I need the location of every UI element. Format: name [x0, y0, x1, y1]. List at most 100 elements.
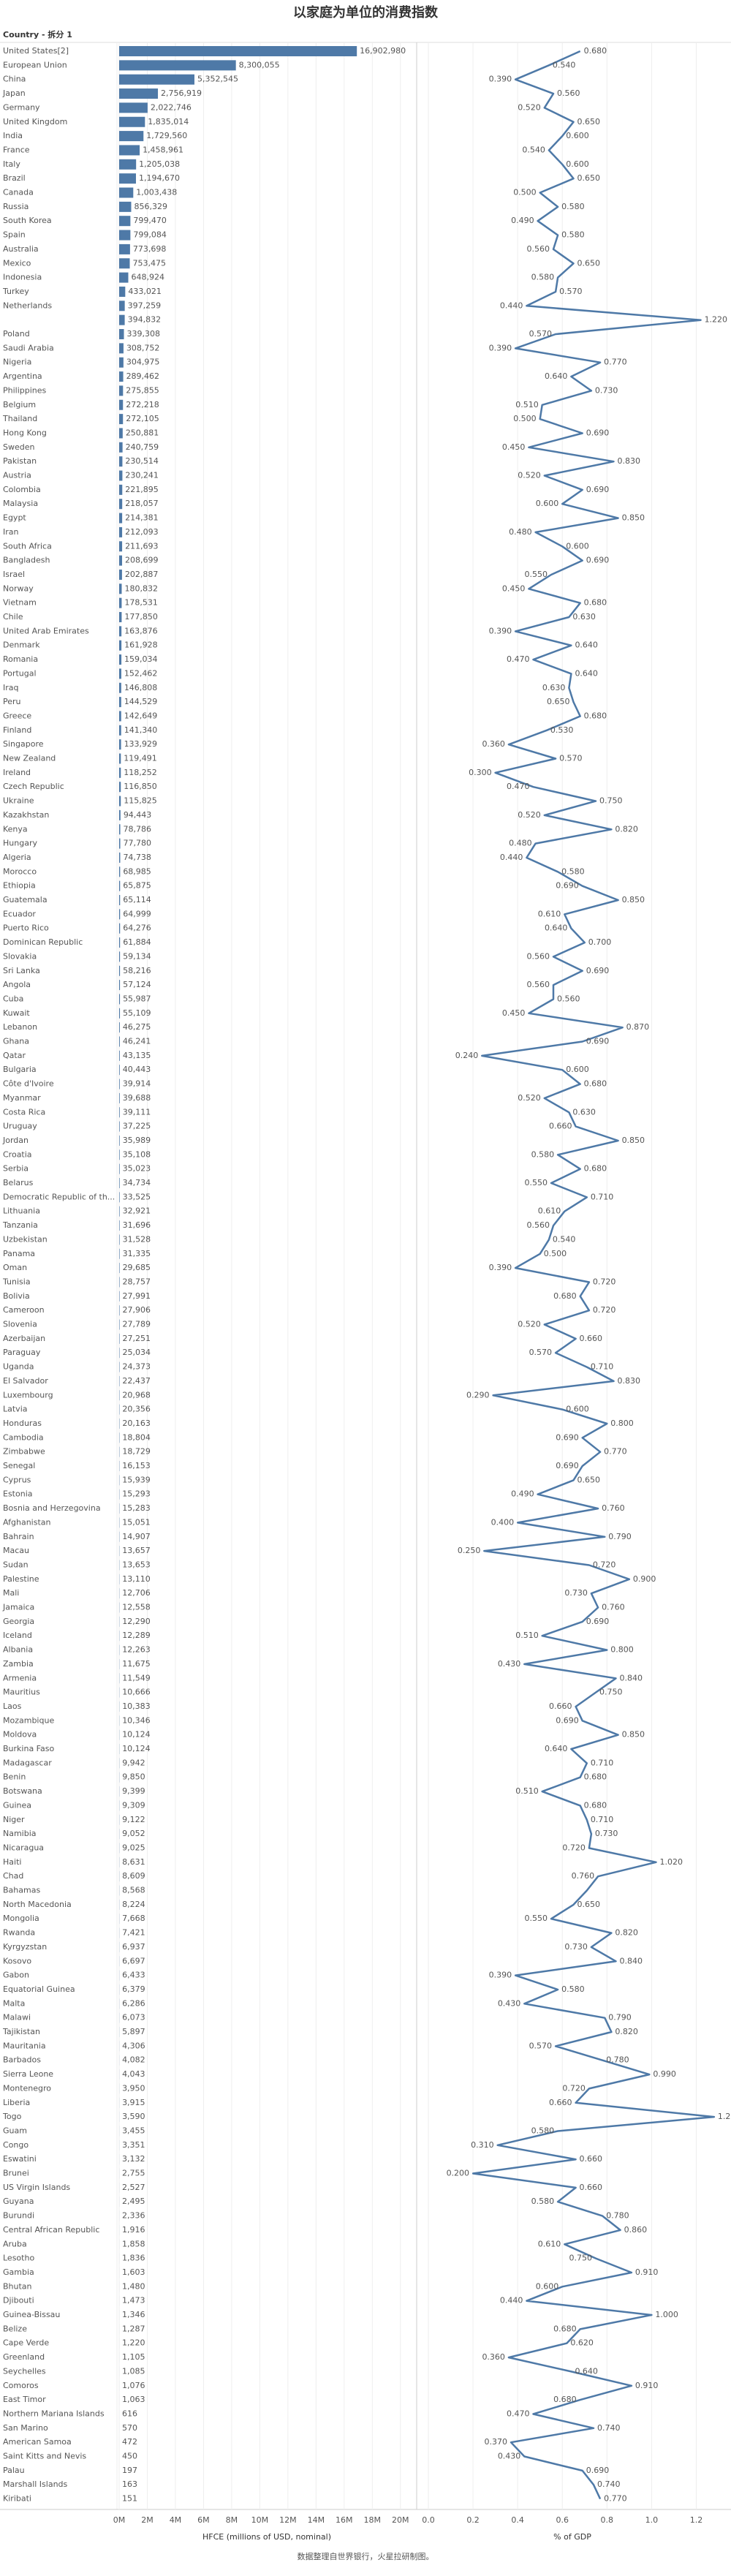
value-label: 0.430 — [498, 1998, 521, 2008]
value-label: 0.440 — [500, 853, 523, 862]
value-label: 37,225 — [123, 1122, 151, 1131]
category-label: Afghanistan — [3, 1517, 51, 1527]
category-label: Myanmar — [3, 1093, 41, 1103]
category-label: Jordan — [2, 1136, 29, 1145]
value-label: 0.770 — [604, 358, 627, 367]
value-label: 433,021 — [128, 287, 162, 296]
category-label: Togo — [2, 2112, 22, 2121]
category-label: United States[2] — [3, 46, 69, 56]
value-label: 0.720 — [593, 1305, 616, 1315]
bar — [119, 102, 148, 113]
x-tick-label: 20M — [392, 2515, 409, 2525]
category-label: American Samoa — [3, 2437, 72, 2447]
category-label: Malta — [3, 1998, 25, 2008]
category-label: Chile — [3, 612, 23, 622]
category-label: Lebanon — [3, 1022, 37, 1032]
category-label: Kosovo — [3, 1956, 31, 1965]
value-label: 78,786 — [124, 824, 152, 834]
bar — [119, 654, 121, 665]
value-label: 0.720 — [562, 2083, 586, 2093]
value-label: 212,093 — [125, 527, 159, 537]
value-label: 12,558 — [122, 1603, 151, 1612]
category-label: South Korea — [3, 216, 52, 225]
value-label: 27,906 — [123, 1305, 151, 1315]
bar — [119, 1051, 120, 1061]
value-label: 0.520 — [518, 102, 541, 112]
category-label: Sierra Leone — [3, 2069, 53, 2079]
value-label: 28,757 — [123, 1277, 151, 1286]
bar — [119, 315, 125, 325]
category-label: Guinea — [3, 1800, 31, 1810]
category-label: Bangladesh — [3, 556, 50, 565]
value-label: 6,697 — [122, 1956, 145, 1965]
bar — [119, 385, 123, 396]
value-label: 1,105 — [122, 2352, 145, 2362]
value-label: 0.690 — [556, 1715, 579, 1725]
value-label: 3,590 — [122, 2112, 145, 2121]
category-label: Azerbaijan — [3, 1334, 45, 1343]
x-tick-label: 12M — [279, 2515, 297, 2525]
value-label: 1,205,038 — [139, 159, 180, 169]
category-label: Greece — [3, 711, 31, 720]
value-label: 12,706 — [122, 1588, 151, 1598]
category-label: Panama — [3, 1249, 35, 1258]
value-label: 29,685 — [123, 1263, 151, 1272]
value-label: 1,473 — [122, 2296, 145, 2305]
bar — [119, 1249, 120, 1259]
bar — [119, 966, 120, 976]
value-label: 773,698 — [133, 244, 167, 254]
value-label: 0.390 — [489, 1971, 512, 1980]
value-label: 0.640 — [545, 1744, 568, 1753]
value-label: 0.760 — [602, 1603, 625, 1612]
category-label: Bolivia — [3, 1291, 30, 1301]
category-label: Mauritius — [3, 1688, 40, 1697]
value-label: 275,855 — [126, 385, 159, 395]
category-label: Vietnam — [3, 598, 37, 608]
value-label: 1,346 — [122, 2310, 145, 2319]
value-label: 39,111 — [123, 1107, 151, 1117]
value-label: 0.760 — [572, 1871, 595, 1881]
value-label: 450 — [122, 2452, 137, 2461]
value-label: 94,443 — [124, 810, 152, 820]
value-label: 2,756,919 — [161, 88, 202, 98]
category-label: Turkey — [2, 287, 29, 296]
value-label: 0.630 — [572, 612, 596, 622]
value-label: 0.710 — [591, 1758, 614, 1767]
bar — [119, 1192, 120, 1202]
value-label: 1,220 — [122, 2338, 145, 2348]
value-label: 16,902,980 — [360, 46, 406, 56]
x-tick-label: 14M — [308, 2515, 325, 2525]
value-label: 0.390 — [489, 626, 512, 635]
value-label: 35,108 — [123, 1149, 151, 1159]
category-label: Romania — [3, 654, 38, 664]
value-label: 0.640 — [545, 923, 568, 933]
value-label: 0.650 — [547, 697, 570, 706]
value-label: 221,895 — [125, 485, 159, 494]
category-label: Cuba — [3, 994, 23, 1003]
category-label: Central African Republic — [3, 2225, 99, 2235]
category-label: Nigeria — [3, 358, 31, 367]
category-label: Greenland — [3, 2352, 45, 2362]
bar — [119, 131, 143, 141]
value-label: 0.660 — [549, 1701, 572, 1711]
bar — [119, 1305, 120, 1315]
value-label: 0.470 — [507, 2409, 530, 2418]
category-label: Iceland — [3, 1631, 32, 1640]
value-label: 31,335 — [123, 1249, 151, 1258]
value-label: 0.660 — [580, 1334, 603, 1343]
value-label: 43,135 — [123, 1051, 151, 1060]
value-label: 141,340 — [124, 725, 158, 735]
bar — [119, 88, 158, 99]
category-label: Niger — [3, 1815, 25, 1824]
category-label: US Virgin Islands — [3, 2183, 70, 2192]
value-label: 0.710 — [591, 1192, 614, 1201]
value-label: 339,308 — [127, 329, 161, 339]
value-label: 1,458,961 — [143, 145, 183, 154]
value-label: 0.910 — [635, 2381, 659, 2390]
bar — [119, 980, 120, 990]
value-label: 272,218 — [126, 400, 159, 409]
value-label: 13,110 — [122, 1574, 151, 1584]
category-label: Dominican Republic — [3, 937, 83, 947]
category-label: Israel — [3, 570, 25, 579]
